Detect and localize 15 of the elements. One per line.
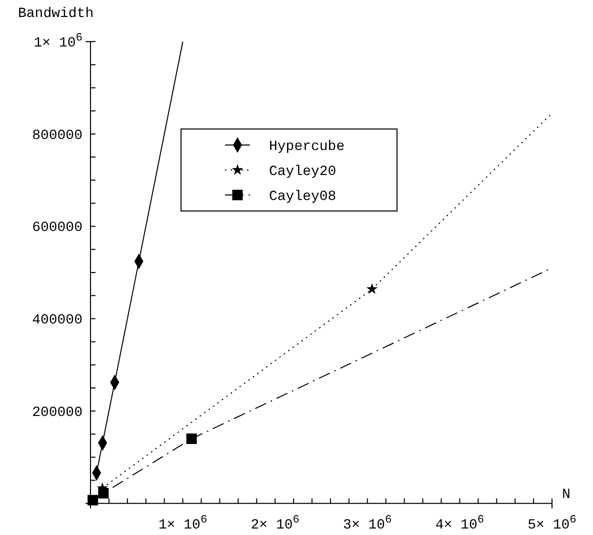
- x-axis-title: N: [562, 487, 570, 503]
- y-tick-label: 200000: [32, 404, 82, 421]
- legend-label: Hypercube: [269, 138, 345, 155]
- y-tick-label: 800000: [32, 128, 82, 144]
- x-tick-label: 1× 10$^{6}$: [158, 514, 208, 534]
- y-axis-title: Bandwidth: [18, 6, 94, 22]
- legend-label: Cayley20: [269, 164, 336, 180]
- x-tick-label: 4× 10$^{6}$: [435, 514, 484, 534]
- y-tick-label: 600000: [32, 220, 82, 236]
- y-tick-label: 1× 10$^{6}$: [34, 32, 82, 52]
- x-tick-label: 3× 10$^{6}$: [343, 514, 392, 534]
- legend-label: Cayley08: [269, 188, 336, 205]
- x-tick-label: 5× 10$^{6}$: [528, 514, 576, 534]
- y-tick-label: 400000: [32, 312, 82, 329]
- x-tick-label: 2× 10$^{6}$: [250, 514, 300, 534]
